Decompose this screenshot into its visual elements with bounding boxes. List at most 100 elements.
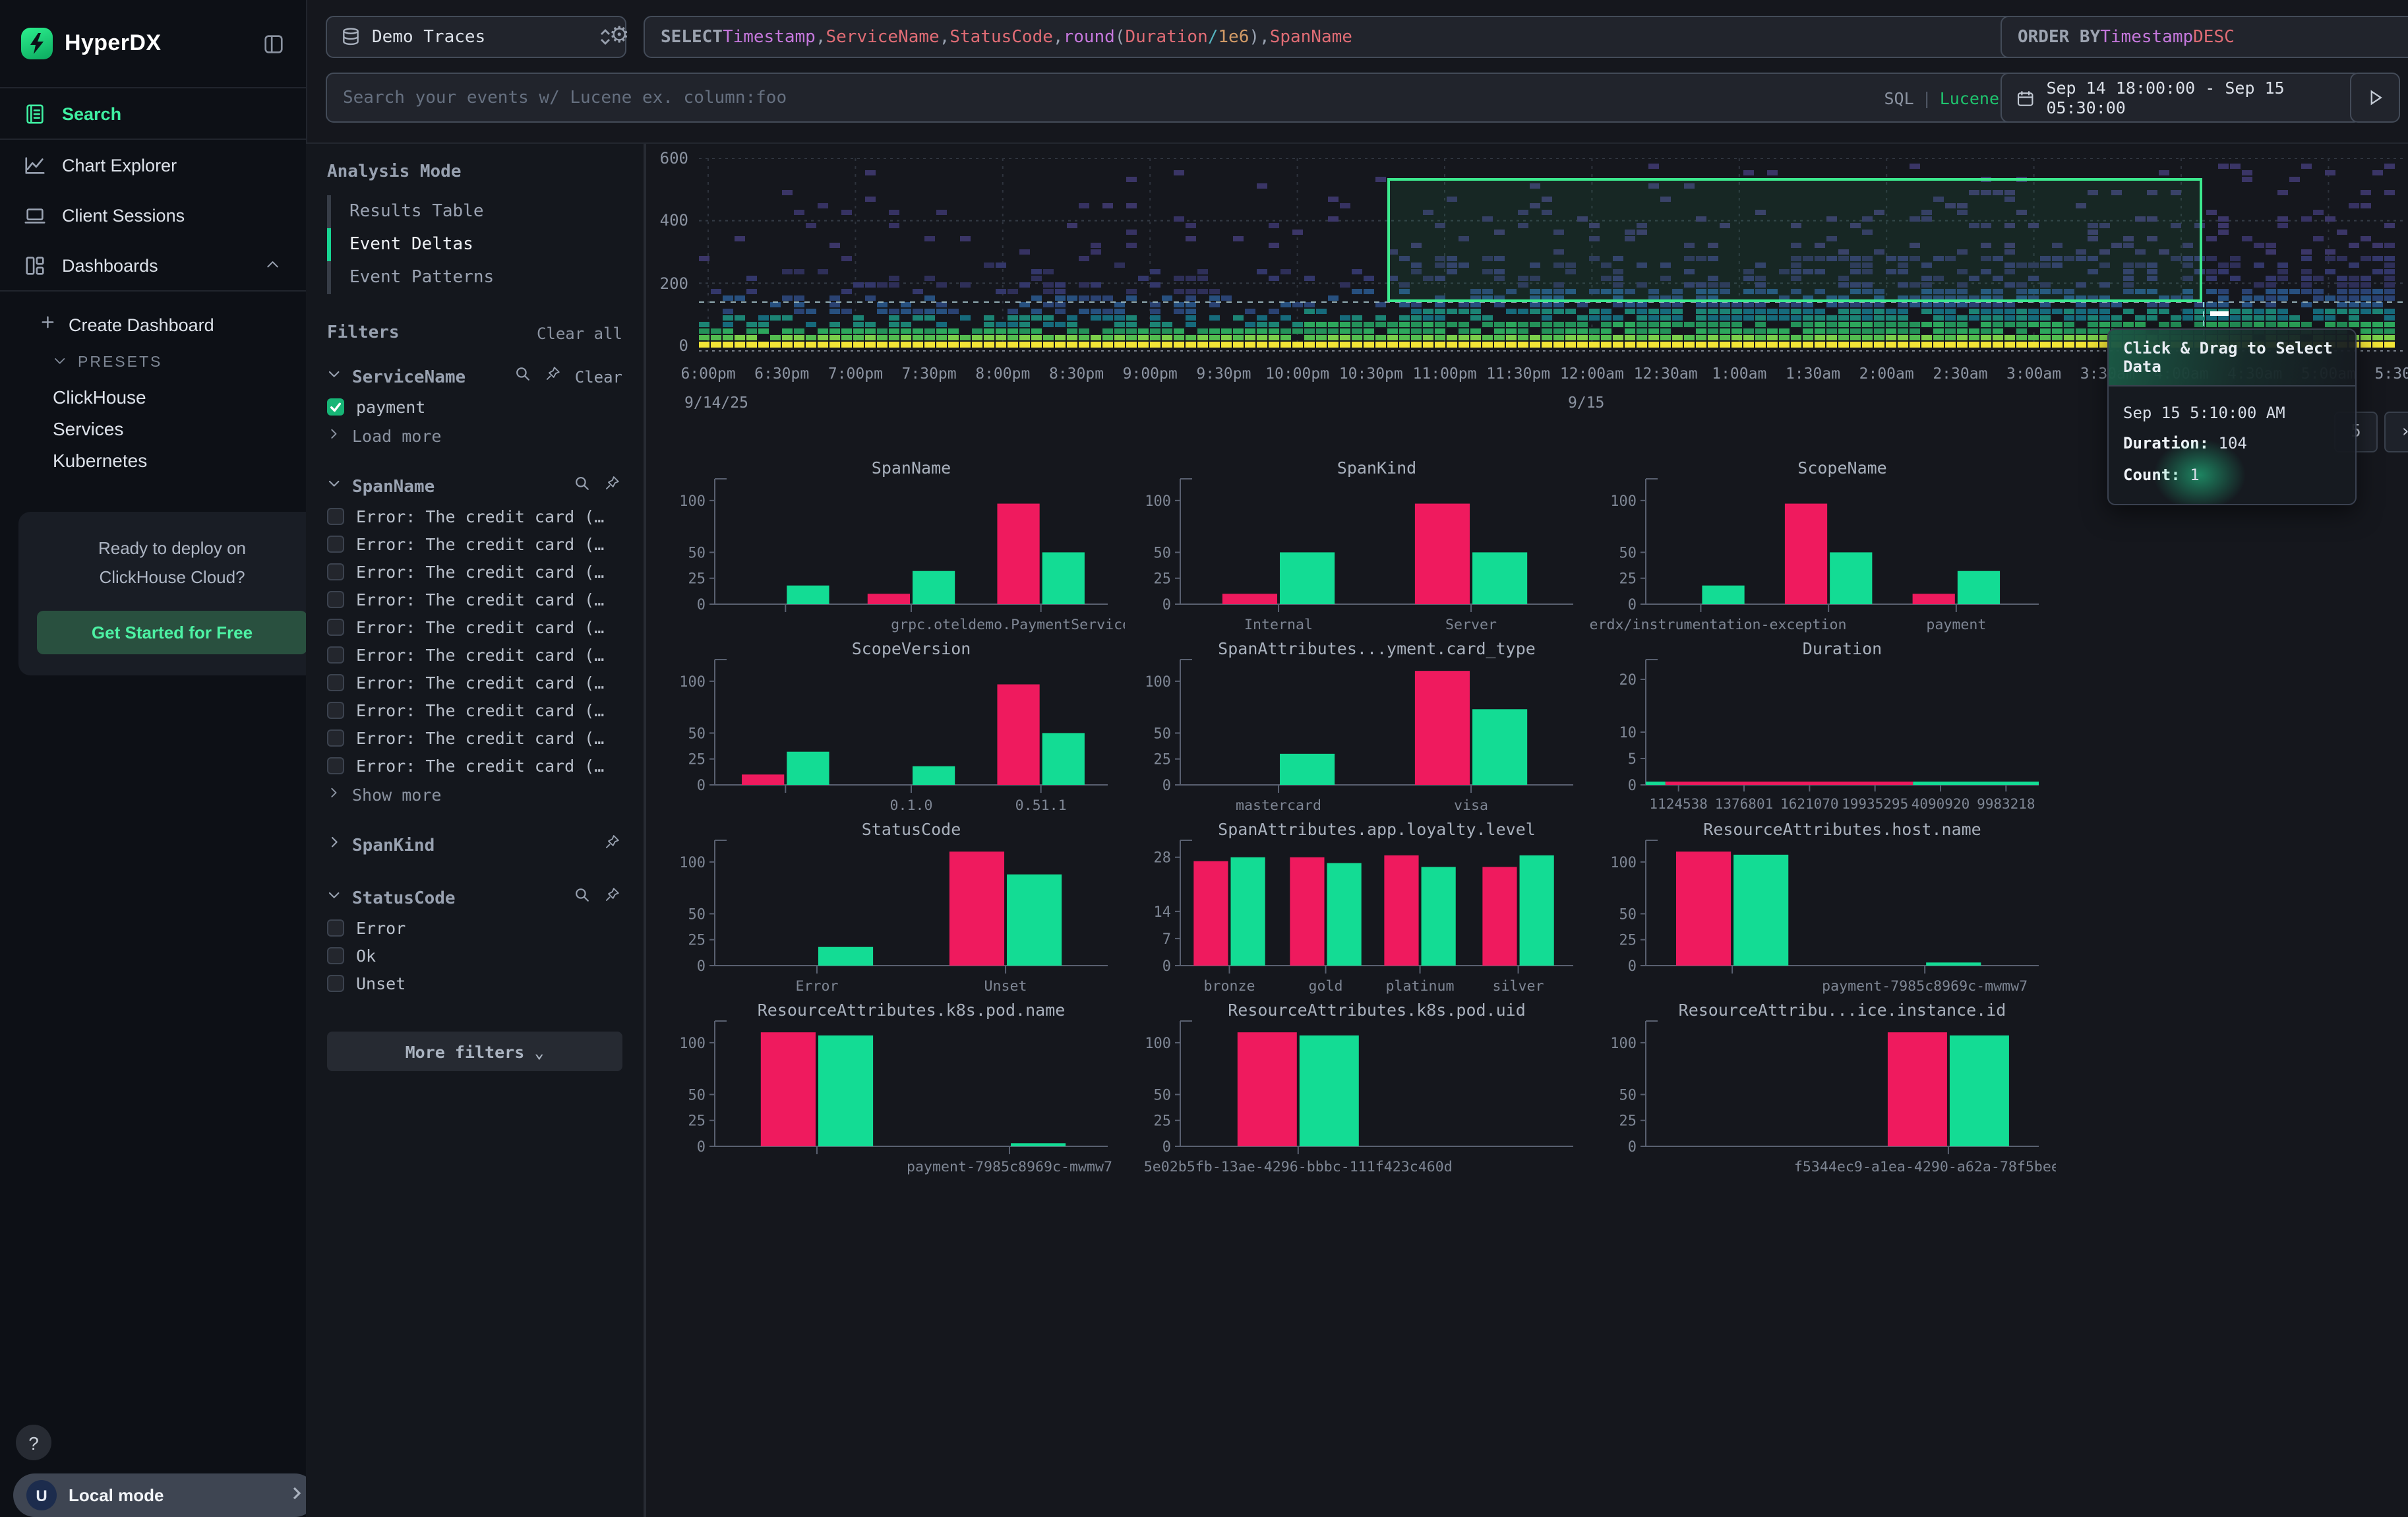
pin-icon[interactable]: [604, 475, 622, 499]
source-select-value: Demo Traces: [372, 27, 485, 47]
svg-text:25: 25: [688, 571, 706, 588]
play-icon: [2366, 88, 2384, 107]
language-lucene[interactable]: Lucene: [1940, 88, 1999, 108]
filter-checkbox-item[interactable]: Error: The credit card (…: [327, 613, 622, 641]
sql-token: Timestamp: [723, 27, 816, 47]
run-query-button[interactable]: [2350, 73, 2400, 123]
sidebar-item-client-sessions[interactable]: Client Sessions: [0, 190, 306, 240]
filter-checkbox-item[interactable]: Error: The credit card (…: [327, 697, 622, 724]
svg-text:100: 100: [1145, 493, 1171, 510]
filter-item-label: Error: The credit card (…: [356, 756, 604, 776]
sidebar-preset-services[interactable]: Services: [0, 413, 306, 445]
logo-row: HyperDX: [0, 0, 306, 87]
filter-group-header[interactable]: SpanKind: [327, 830, 622, 861]
sidebar: HyperDX SearchChart ExplorerClient Sessi…: [0, 0, 307, 1517]
checkbox-unchecked[interactable]: [327, 757, 344, 774]
checkbox-unchecked[interactable]: [327, 947, 344, 964]
filter-checkbox-item[interactable]: payment: [327, 393, 622, 421]
sidebar-collapse-icon[interactable]: [262, 32, 285, 55]
sidebar-item-label: Dashboards: [62, 255, 158, 275]
checkbox-unchecked[interactable]: [327, 674, 344, 691]
checkbox-unchecked[interactable]: [327, 619, 344, 636]
checkbox-unchecked[interactable]: [327, 729, 344, 747]
checkbox-unchecked[interactable]: [327, 702, 344, 719]
filter-checkbox-item[interactable]: Unset: [327, 970, 622, 997]
filter-checkbox-item[interactable]: Error: The credit card (…: [327, 503, 622, 530]
gear-icon[interactable]: ⚙: [609, 22, 630, 49]
source-select[interactable]: Demo Traces: [326, 16, 626, 58]
bar-outlier: [1913, 594, 1955, 604]
pin-icon[interactable]: [604, 886, 622, 910]
pin-icon[interactable]: [604, 834, 622, 857]
local-mode-button[interactable]: U Local mode: [13, 1473, 316, 1517]
pin-icon[interactable]: [545, 365, 563, 389]
svg-text:50: 50: [1154, 726, 1172, 742]
sql-token: /: [1208, 27, 1219, 47]
load-more-button[interactable]: Show more: [327, 780, 622, 809]
checkbox-unchecked[interactable]: [327, 508, 344, 525]
bar-outlier: [949, 851, 1004, 966]
filter-checkbox-item[interactable]: Ok: [327, 942, 622, 970]
filter-checkbox-item[interactable]: Error: The credit card (…: [327, 558, 622, 586]
search-input[interactable]: Search your events w/ Lucene ex. column:…: [326, 73, 2016, 123]
sql-select-editor[interactable]: SELECT Timestamp, ServiceName, StatusCod…: [644, 16, 2016, 58]
presets-toggle[interactable]: PRESETS: [0, 344, 306, 381]
tooltip-header: Click & Drag to Select Data: [2109, 330, 2355, 387]
database-icon: [340, 26, 361, 47]
sidebar-preset-clickhouse[interactable]: ClickHouse: [0, 381, 306, 413]
filter-group-spankind: SpanKind: [327, 830, 622, 861]
date-range-picker[interactable]: Sep 14 18:00:00 - Sep 15 05:30:00: [2001, 73, 2362, 123]
more-filters-button[interactable]: More filters ⌄: [327, 1032, 622, 1071]
delta-chart-7: SpanAttributes.app.loyalty.level071428br…: [1125, 817, 1590, 997]
filter-checkbox-item[interactable]: Error: The credit card (…: [327, 586, 622, 613]
analysis-mode-event-deltas[interactable]: Event Deltas: [327, 228, 622, 261]
filter-item-label: Error: The credit card (…: [356, 590, 604, 609]
filter-group-header[interactable]: SpanName: [327, 471, 622, 503]
language-sql[interactable]: SQL: [1884, 88, 1913, 108]
filter-checkbox-item[interactable]: Error: The credit card (…: [327, 752, 622, 780]
order-by-editor[interactable]: ORDER BY Timestamp DESC: [2001, 16, 2408, 58]
heatmap-selection-box[interactable]: [1387, 178, 2202, 302]
checkbox-unchecked[interactable]: [327, 563, 344, 580]
svg-text:0: 0: [1162, 778, 1171, 794]
filter-checkbox-item[interactable]: Error: [327, 914, 622, 942]
load-more-button[interactable]: Load more: [327, 421, 622, 450]
search-icon[interactable]: [574, 886, 592, 910]
chevron-right-icon: [290, 1483, 303, 1507]
sidebar-preset-kubernetes[interactable]: Kubernetes: [0, 445, 306, 476]
checkbox-unchecked[interactable]: [327, 591, 344, 608]
checkbox-checked[interactable]: [327, 398, 344, 416]
svg-text:0: 0: [1628, 778, 1637, 794]
svg-text:grpc.oteldemo.PaymentService/C: grpc.oteldemo.PaymentService/Charge: [891, 617, 1125, 633]
help-button[interactable]: ?: [16, 1425, 51, 1460]
create-dashboard-button[interactable]: Create Dashboard: [0, 305, 306, 344]
filter-checkbox-item[interactable]: Error: The credit card (…: [327, 530, 622, 558]
search-icon[interactable]: [574, 475, 592, 499]
get-started-button[interactable]: Get Started for Free: [37, 611, 307, 654]
checkbox-unchecked[interactable]: [327, 536, 344, 553]
clear-all-button[interactable]: Clear all: [537, 324, 622, 342]
bar-outlier: [1238, 1032, 1297, 1146]
filter-checkbox-item[interactable]: Error: The credit card (…: [327, 641, 622, 669]
bar-inlier: [1926, 962, 1981, 966]
sidebar-item-dashboards[interactable]: Dashboards: [0, 240, 306, 290]
checkbox-unchecked[interactable]: [327, 646, 344, 664]
pagination-next-button[interactable]: ›: [2384, 412, 2408, 452]
clear-filter-button[interactable]: Clear: [575, 368, 622, 387]
filter-group-header[interactable]: ServiceNameClear: [327, 361, 622, 393]
sidebar-item-chart-explorer[interactable]: Chart Explorer: [0, 140, 306, 190]
analysis-mode-event-patterns[interactable]: Event Patterns: [327, 261, 622, 294]
filter-group-header[interactable]: StatusCode: [327, 882, 622, 914]
sidebar-item-search[interactable]: Search: [0, 88, 306, 139]
checkbox-unchecked[interactable]: [327, 975, 344, 992]
svg-text:bronze: bronze: [1203, 978, 1255, 995]
query-language-toggle: SQL | Lucene: [1884, 88, 1999, 108]
filter-checkbox-item[interactable]: Error: The credit card (…: [327, 724, 622, 752]
filter-checkbox-item[interactable]: Error: The credit card (…: [327, 669, 622, 697]
svg-text:50: 50: [1619, 545, 1637, 561]
analysis-mode-results-table[interactable]: Results Table: [327, 195, 622, 228]
checkbox-unchecked[interactable]: [327, 919, 344, 937]
bar-outlier: [1415, 671, 1470, 785]
bar-inlier: [1231, 857, 1265, 966]
search-icon[interactable]: [514, 365, 533, 389]
